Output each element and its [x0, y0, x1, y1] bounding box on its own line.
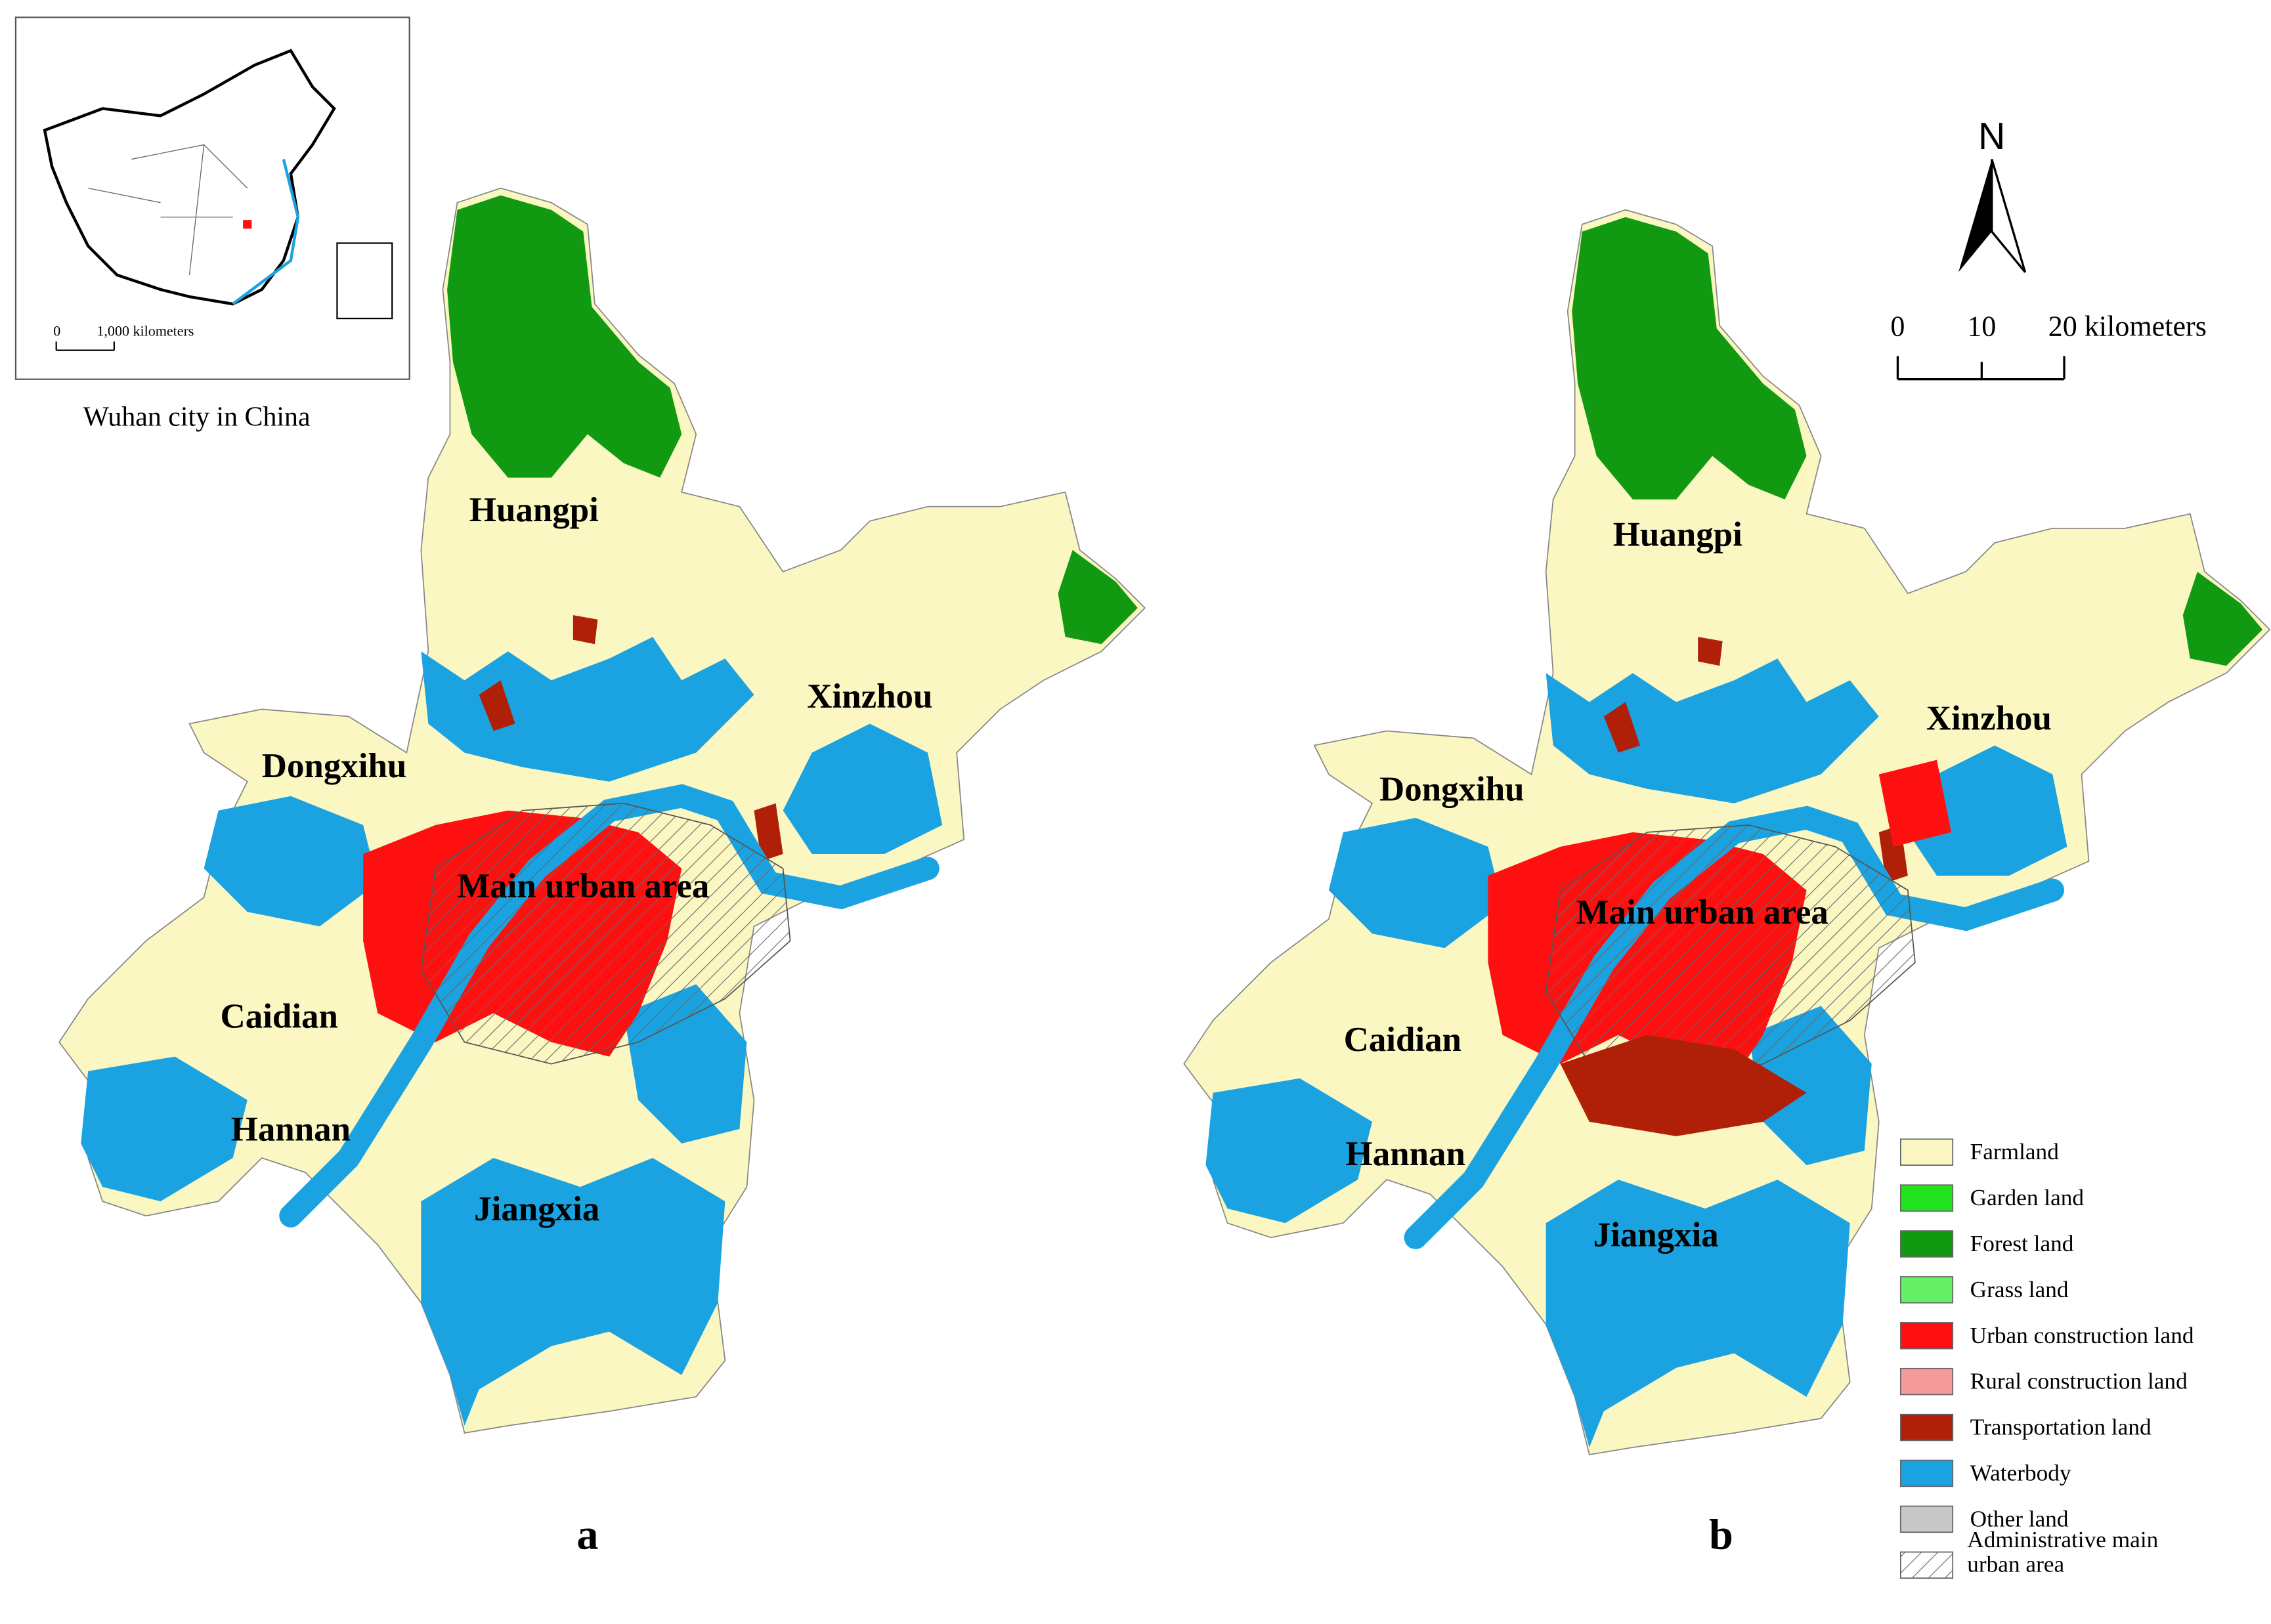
- district-label: Huangpi: [1613, 515, 1742, 553]
- legend-swatch: [1899, 1551, 1954, 1579]
- district-label: Caidian: [221, 998, 338, 1036]
- legend-swatch: [1899, 1184, 1954, 1212]
- district-label: Xinzhou: [807, 677, 932, 716]
- district-label: Caidian: [1344, 1021, 1461, 1059]
- panel-label: b: [1709, 1510, 1733, 1558]
- legend-label-box: Administrative main urban area: [1967, 1529, 2159, 1579]
- scale-label: 0: [1890, 310, 1905, 343]
- scale-label: 10: [1967, 310, 1996, 343]
- north-label: N: [1978, 116, 2005, 158]
- legend-swatch: [1899, 1276, 1954, 1304]
- legend-label: Forest land: [1970, 1231, 2074, 1256]
- map-shape: [1184, 210, 2270, 1455]
- district-label: Jiangxia: [474, 1190, 599, 1228]
- legend-label: Rural construction land: [1970, 1369, 2188, 1394]
- map-a: Huangpi Xinzhou Dongxihu Main urban area…: [59, 188, 1145, 1558]
- legend: Farmland Garden land Forest land Grass land…: [1899, 1138, 2194, 1579]
- legend-swatch: [1899, 1413, 1954, 1442]
- legend-label: Farmland: [1970, 1139, 2060, 1165]
- legend-swatch: [1899, 1322, 1954, 1350]
- district-label: Dongxihu: [262, 747, 407, 785]
- district-label: Main urban area: [1576, 893, 1828, 931]
- legend-label: Grass land: [1970, 1277, 2069, 1302]
- panel-label: a: [576, 1510, 598, 1558]
- district-label: Hannan: [1346, 1135, 1465, 1173]
- legend-swatch: [1899, 1138, 1954, 1166]
- legend-label: Urban construction land: [1970, 1323, 2194, 1348]
- district-label: Dongxihu: [1379, 770, 1525, 808]
- district-label: Main urban area: [457, 867, 709, 905]
- legend-swatch: [1899, 1230, 1954, 1258]
- inset-scale-label: 0: [53, 323, 60, 339]
- north-arrow: N: [1958, 116, 2027, 273]
- legend-swatch: [1899, 1505, 1954, 1533]
- legend-label: Transportation land: [1970, 1415, 2152, 1440]
- district-label: Huangpi: [469, 491, 599, 529]
- legend-label: Garden land: [1970, 1185, 2085, 1210]
- inset-map: 0 1,000 kilometers Wuhan city in China: [14, 16, 410, 432]
- district-label: Hannan: [231, 1111, 351, 1149]
- legend-label: Other land: [1970, 1506, 2069, 1531]
- legend-swatch: [1899, 1367, 1954, 1396]
- district-label: Jiangxia: [1593, 1216, 1719, 1254]
- inset-caption: Wuhan city in China: [83, 402, 311, 432]
- map-b: Huangpi Xinzhou Dongxihu Main urban area…: [1184, 210, 2270, 1558]
- inset-scale-label: 1,000 kilometers: [97, 323, 194, 339]
- district-label: Xinzhou: [1926, 699, 2052, 737]
- legend-swatch: [1899, 1459, 1954, 1487]
- legend-label: Waterbody: [1970, 1460, 2071, 1485]
- scale-bar: 0 10 20 kilometers: [1890, 310, 2207, 381]
- legend-label: Administrative main urban area: [1967, 1529, 2159, 1579]
- scale-label: 20 kilometers: [2048, 310, 2207, 343]
